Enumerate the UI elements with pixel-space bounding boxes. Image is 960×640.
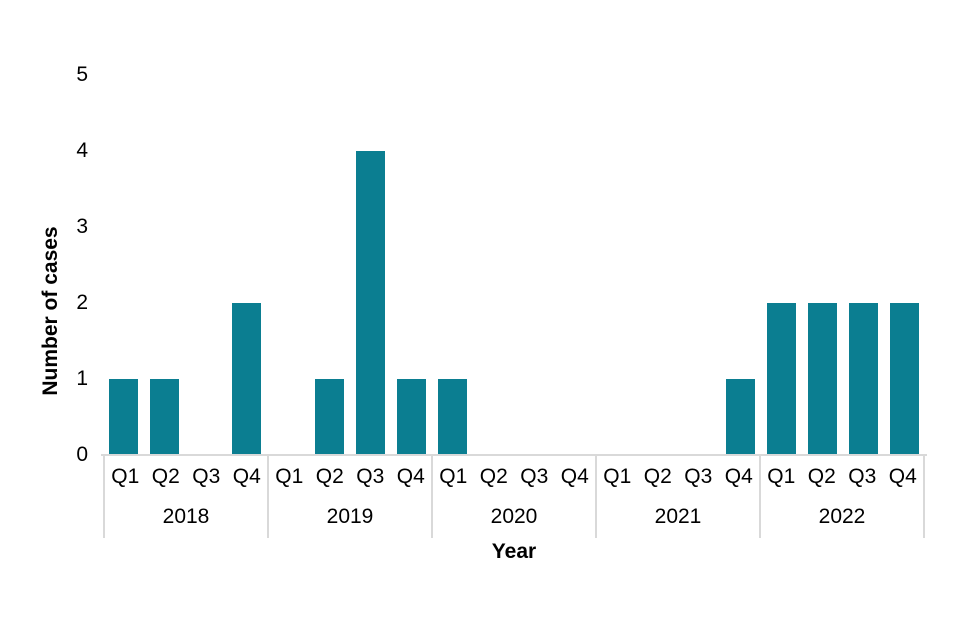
year-group-2018: Q1 Q2 Q3 Q4 2018 <box>103 456 267 538</box>
year-label-2018: 2018 <box>162 505 210 528</box>
year-group-2020: Q1 Q2 Q3 Q4 2020 <box>431 456 595 538</box>
bar-2019-Q3 <box>355 151 385 455</box>
quarter-label-2021-Q1: Q1 <box>603 465 632 488</box>
quarter-label-2021-Q3: Q3 <box>684 465 713 488</box>
quarter-label-2022-Q1: Q1 <box>767 465 796 488</box>
quarter-label-2021-Q2: Q2 <box>643 465 672 488</box>
x-axis-title: Year <box>491 540 537 563</box>
bar-2019-Q2 <box>314 379 344 455</box>
quarter-label-2020-Q1: Q1 <box>439 465 468 488</box>
quarter-row-2018: Q1 Q2 Q3 Q4 <box>105 456 267 498</box>
y-tick-label-2: 2 <box>76 291 88 314</box>
bar-2022-Q2 <box>807 303 837 455</box>
year-label-2021: 2021 <box>654 505 702 528</box>
year-label-2019: 2019 <box>326 505 374 528</box>
y-tick-label-0: 0 <box>76 443 88 466</box>
quarter-label-2020-Q4: Q4 <box>560 465 589 488</box>
x-axis: Q1 Q2 Q3 Q4 2018 Q1 Q2 Q3 Q4 2019 Q1 Q2 Q3 Q4 2020 Q1 Q2… <box>103 456 925 538</box>
quarter-label-2019-Q2: Q2 <box>315 465 344 488</box>
quarter-label-2021-Q4: Q4 <box>724 465 753 488</box>
quarter-label-2018-Q2: Q2 <box>151 465 180 488</box>
y-tick-label-3: 3 <box>76 215 88 238</box>
year-group-2021: Q1 Q2 Q3 Q4 2021 <box>595 456 759 538</box>
bar-2018-Q2 <box>150 379 180 455</box>
quarter-row-2022: Q1 Q2 Q3 Q4 <box>761 456 923 498</box>
quarter-row-2020: Q1 Q2 Q3 Q4 <box>433 456 595 498</box>
bar-2019-Q4 <box>396 379 426 455</box>
x-axis-line <box>101 454 927 456</box>
year-label-2020: 2020 <box>490 505 538 528</box>
bar-2018-Q1 <box>109 379 139 455</box>
quarter-label-2020-Q2: Q2 <box>479 465 508 488</box>
quarter-row-2019: Q1 Q2 Q3 Q4 <box>269 456 431 498</box>
plot-area <box>103 75 925 455</box>
quarter-row-2021: Q1 Q2 Q3 Q4 <box>597 456 759 498</box>
bar-2022-Q3 <box>848 303 878 455</box>
bar-2022-Q4 <box>889 303 919 455</box>
year-group-2022: Q1 Q2 Q3 Q4 2022 <box>759 456 925 538</box>
bar-2018-Q4 <box>232 303 262 455</box>
y-tick-label-1: 1 <box>76 367 88 390</box>
quarter-label-2019-Q3: Q3 <box>356 465 385 488</box>
bar-2021-Q4 <box>725 379 755 455</box>
quarter-label-2022-Q3: Q3 <box>848 465 877 488</box>
year-label-2022: 2022 <box>818 505 866 528</box>
bar-2020-Q1 <box>437 379 467 455</box>
y-tick-label-5: 5 <box>76 63 88 86</box>
quarter-label-2018-Q4: Q4 <box>232 465 261 488</box>
quarter-label-2022-Q4: Q4 <box>888 465 917 488</box>
quarter-label-2020-Q3: Q3 <box>520 465 549 488</box>
quarter-label-2019-Q1: Q1 <box>275 465 304 488</box>
y-tick-label-4: 4 <box>76 139 88 162</box>
year-group-2019: Q1 Q2 Q3 Q4 2019 <box>267 456 431 538</box>
quarter-label-2019-Q4: Q4 <box>396 465 425 488</box>
quarter-label-2022-Q2: Q2 <box>807 465 836 488</box>
bar-2022-Q1 <box>766 303 796 455</box>
quarter-label-2018-Q3: Q3 <box>192 465 221 488</box>
quarter-label-2018-Q1: Q1 <box>111 465 140 488</box>
